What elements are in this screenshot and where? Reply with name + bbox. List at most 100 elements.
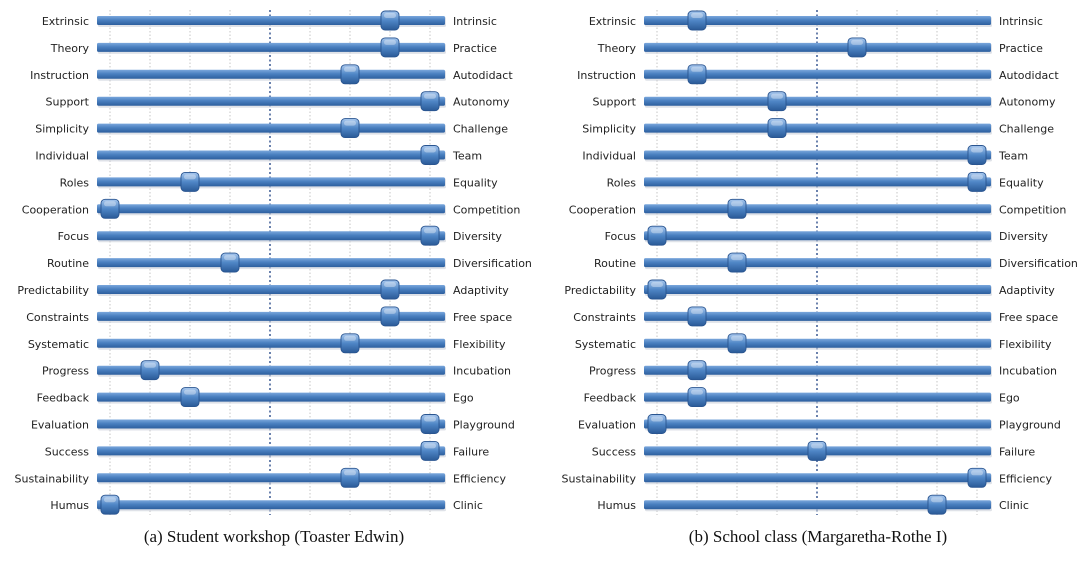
knob-highlight <box>344 66 356 72</box>
slider-knob <box>647 279 667 300</box>
slider-row: Instruction Autodidact <box>30 64 513 85</box>
slider-track <box>97 96 445 106</box>
knob-highlight <box>184 389 196 395</box>
panel-a: Extrinsic Intrinsic Theory Practice Instruct… <box>15 10 532 546</box>
knob-highlight <box>851 39 863 45</box>
slider-knob <box>927 494 947 515</box>
left-pole-label: Support <box>593 96 637 109</box>
slider-knob <box>727 333 747 354</box>
slider-row: Progress Incubation <box>42 360 511 381</box>
slider-track <box>97 311 445 321</box>
slider-knob <box>687 360 707 381</box>
slider-track <box>97 150 445 160</box>
left-pole-label: Progress <box>42 365 89 378</box>
right-pole-label: Playground <box>453 419 515 432</box>
slider-row: Simplicity Challenge <box>35 118 508 139</box>
knob-highlight <box>971 147 983 153</box>
slider-row: Focus Diversity <box>58 225 502 246</box>
right-pole-label: Team <box>998 150 1028 163</box>
slider-knob <box>180 387 200 408</box>
chart-a: Extrinsic Intrinsic Theory Practice Instruct… <box>15 10 532 515</box>
slider-track <box>97 500 445 510</box>
right-pole-label: Equality <box>453 176 498 189</box>
caption-a: (a) Student workshop (Toaster Edwin) <box>143 527 405 546</box>
slider-knob <box>380 10 400 31</box>
slider-row: Systematic Flexibility <box>28 333 506 354</box>
knob-highlight <box>384 308 396 314</box>
right-pole-label: Team <box>452 150 482 163</box>
knob-highlight <box>344 470 356 476</box>
knob-highlight <box>771 120 783 126</box>
right-pole-label: Playground <box>999 419 1061 432</box>
slider-track <box>644 123 991 133</box>
left-pole-label: Humus <box>50 499 89 512</box>
left-pole-label: Routine <box>47 257 89 270</box>
knob-highlight <box>731 335 743 341</box>
slider-row: Humus Clinic <box>597 494 1029 515</box>
knob-highlight <box>691 389 703 395</box>
left-pole-label: Individual <box>582 150 636 163</box>
left-pole-label: Focus <box>58 230 90 243</box>
right-pole-label: Competition <box>999 203 1066 216</box>
slider-knob <box>847 37 867 58</box>
knob-highlight <box>424 443 436 449</box>
slider-track <box>97 446 445 456</box>
slider-row: Individual Team <box>582 145 1028 165</box>
slider-row: Theory Practice <box>597 37 1043 58</box>
knob-highlight <box>771 93 783 99</box>
slider-row: Predictability Adaptivity <box>17 279 509 300</box>
right-pole-label: Practice <box>453 42 497 55</box>
left-pole-label: Constraints <box>26 311 89 324</box>
right-pole-label: Autodidact <box>453 69 513 82</box>
right-pole-label: Autodidact <box>999 69 1059 82</box>
slider-knob <box>647 225 667 246</box>
right-pole-label: Free space <box>999 311 1058 324</box>
left-pole-label: Systematic <box>575 338 636 351</box>
slider-row: Constraints Free space <box>26 306 512 327</box>
right-pole-label: Incubation <box>453 365 511 378</box>
slider-track <box>644 42 991 52</box>
right-pole-label: Incubation <box>999 365 1057 378</box>
slider-row: Individual Team <box>35 145 482 165</box>
left-pole-label: Humus <box>597 499 636 512</box>
slider-track <box>644 204 991 214</box>
left-pole-label: Theory <box>597 42 637 55</box>
left-pole-label: Extrinsic <box>42 15 89 28</box>
slider-row: Roles Equality <box>607 171 1044 192</box>
slider-row: Support Autonomy <box>46 91 510 112</box>
slider-knob <box>340 333 360 354</box>
knob-highlight <box>104 201 116 207</box>
knob-highlight <box>971 174 983 180</box>
slider-track <box>644 150 991 160</box>
slider-knob <box>967 171 987 192</box>
knob-highlight <box>651 228 663 234</box>
right-pole-label: Ego <box>999 392 1020 405</box>
slider-knob <box>767 118 787 139</box>
left-pole-label: Roles <box>60 176 90 189</box>
slider-track <box>644 231 991 241</box>
slider-row: Success Failure <box>592 440 1035 461</box>
slider-row: Sustainability Efficiency <box>562 467 1052 488</box>
slider-row: Progress Incubation <box>589 360 1057 381</box>
right-pole-label: Failure <box>453 445 489 458</box>
knob-highlight <box>651 416 663 422</box>
knob-highlight <box>691 66 703 72</box>
slider-row: Systematic Flexibility <box>575 333 1052 354</box>
knob-highlight <box>691 308 703 314</box>
slider-track <box>97 285 445 294</box>
slider-knob <box>100 494 120 515</box>
slider-knob <box>140 360 160 381</box>
right-pole-label: Efficiency <box>453 472 506 485</box>
slider-knob <box>100 198 120 219</box>
slider-track <box>644 311 991 321</box>
slider-knob <box>807 440 827 461</box>
slider-knob <box>220 252 240 273</box>
slider-track <box>644 69 991 79</box>
slider-knob <box>340 64 360 85</box>
slider-row: Simplicity Challenge <box>582 118 1054 139</box>
slider-track <box>97 231 445 241</box>
left-pole-label: Evaluation <box>31 419 89 432</box>
slider-row: Humus Clinic <box>50 494 483 515</box>
slider-knob <box>727 198 747 219</box>
slider-knob <box>420 225 440 246</box>
